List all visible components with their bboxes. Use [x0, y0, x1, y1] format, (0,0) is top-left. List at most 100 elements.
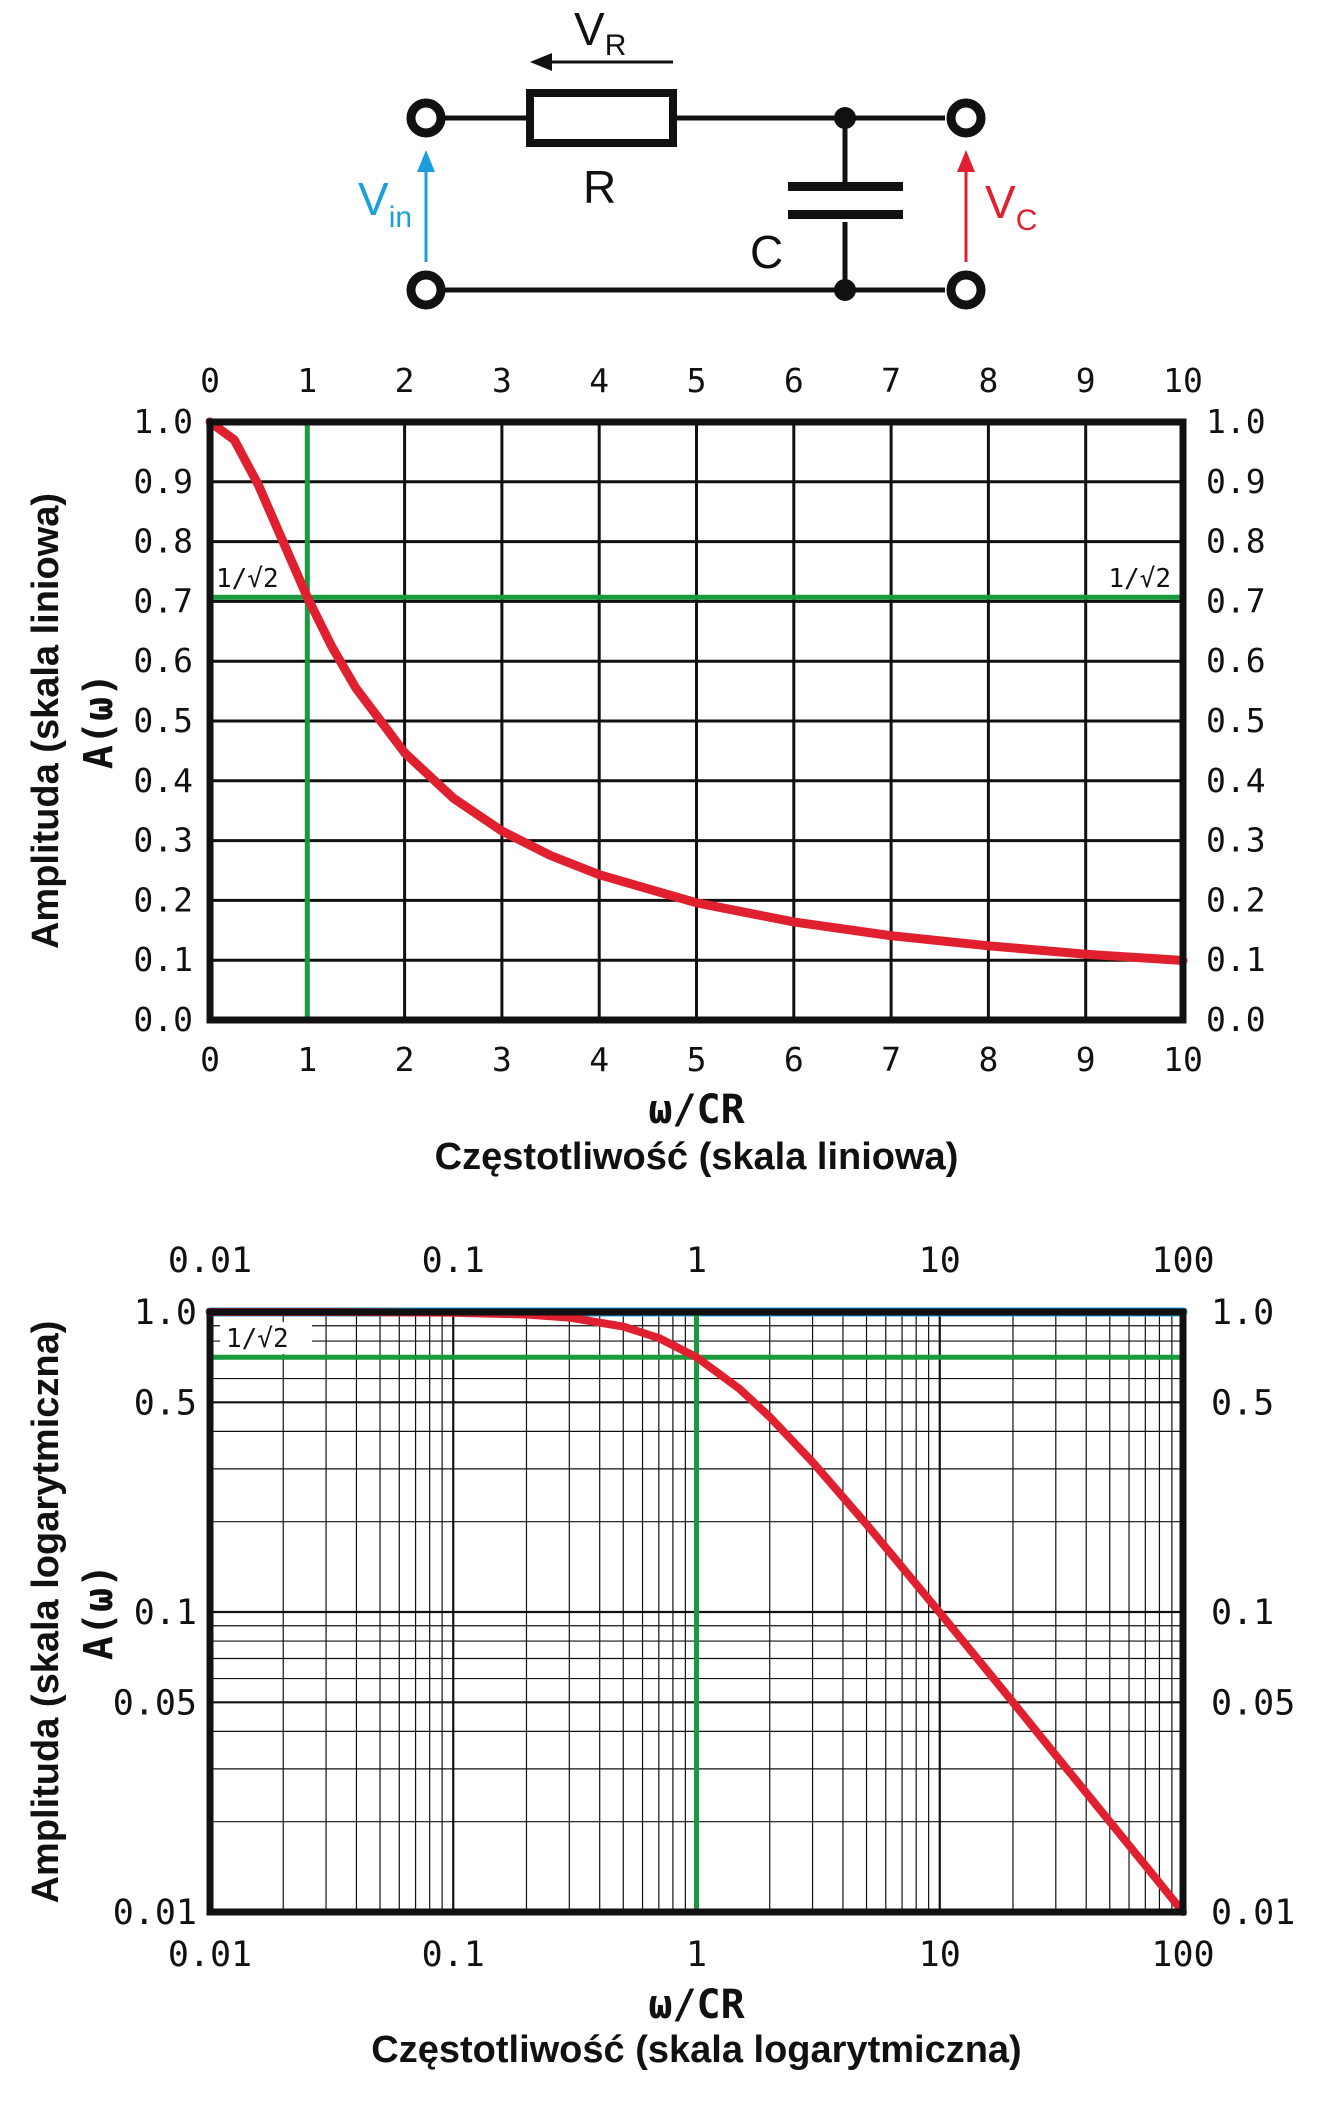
x-tick-label-bottom: 0.1 — [422, 1935, 485, 1975]
y-tick-label-right: 0.05 — [1211, 1683, 1295, 1723]
x-tick-label-top: 0.01 — [168, 1241, 252, 1281]
vin-label: Vin — [358, 173, 412, 234]
y-tick-label-right: 0.1 — [1206, 940, 1266, 979]
y-tick-label-right: 0.4 — [1206, 761, 1266, 800]
y-tick-label-left: 0.9 — [133, 462, 193, 501]
x-tick-label-top: 4 — [589, 361, 609, 400]
x-tick-label-top: 2 — [395, 361, 415, 400]
x-tick-label-top: 3 — [492, 361, 512, 400]
junction-dot-top — [834, 107, 856, 129]
vc-arrow-head — [957, 150, 975, 172]
linear-chart-curve-layer — [205, 417, 1188, 965]
y-tick-label-right: 1.0 — [1211, 1293, 1274, 1333]
y-tick-label-left: 0.1 — [134, 1593, 197, 1633]
x-tick-label-bottom: 1 — [686, 1935, 707, 1975]
y-tick-label-left: 0.01 — [113, 1893, 197, 1933]
terminal-in-top — [406, 98, 446, 138]
y-tick-label-left: 0.3 — [133, 821, 193, 860]
log-chart-frame — [206, 1308, 1187, 1916]
y-tick-label-right: 0.6 — [1206, 641, 1266, 680]
capacitor-plate-top — [788, 182, 903, 191]
x-tick-label-bottom: 6 — [784, 1040, 804, 1079]
linear-chart-y-axis-title: Amplituda (skala liniowa) — [25, 493, 67, 949]
terminal-out-bottom — [946, 270, 986, 310]
x-tick-label-bottom: 10 — [1163, 1040, 1203, 1079]
y-tick-label-left: 0.5 — [134, 1383, 197, 1423]
y-tick-label-right: 1.0 — [1206, 402, 1266, 441]
x-tick-label-top: 0.1 — [422, 1241, 485, 1281]
x-tick-label-bottom: 2 — [395, 1040, 415, 1079]
vr-label: VR — [574, 3, 626, 62]
x-tick-label-top: 8 — [978, 361, 998, 400]
x-tick-label-bottom: 9 — [1076, 1040, 1096, 1079]
x-tick-label-bottom: 0.01 — [168, 1935, 252, 1975]
x-tick-label-top: 1 — [297, 361, 317, 400]
y-tick-label-right: 0.7 — [1206, 581, 1266, 620]
x-tick-label-bottom: 100 — [1151, 1935, 1214, 1975]
x-tick-label-top: 100 — [1151, 1241, 1214, 1281]
x-tick-label-top: 10 — [1163, 361, 1203, 400]
x-tick-label-top: 7 — [881, 361, 901, 400]
vr-arrow-head — [530, 53, 552, 71]
linear-chart-annotation-right: 1/√2 — [1108, 564, 1171, 594]
y-tick-label-right: 0.1 — [1211, 1593, 1274, 1633]
y-tick-label-left: 0.8 — [133, 522, 193, 561]
x-tick-label-bottom: 0 — [200, 1040, 220, 1079]
terminal-out-top — [946, 98, 986, 138]
x-tick-label-top: 5 — [687, 361, 707, 400]
y-tick-label-left: 0.7 — [133, 581, 193, 620]
linear-chart-annotation-left: 1/√2 — [216, 564, 279, 594]
rc-circuit: VR R C Vin VC — [358, 3, 1037, 310]
y-tick-label-left: 0.6 — [133, 641, 193, 680]
y-tick-label-right: 0.8 — [1206, 522, 1266, 561]
log-chart-grid — [210, 1312, 1183, 1912]
amplitude-curve — [205, 417, 1188, 965]
y-tick-label-right: 0.01 — [1211, 1893, 1295, 1933]
x-tick-label-top: 9 — [1076, 361, 1096, 400]
linear-chart-frame — [206, 418, 1187, 1024]
linear-chart-x-axis-symbol: ω/CR — [648, 1087, 745, 1133]
vc-label: VC — [985, 176, 1037, 237]
vin-arrow-head — [417, 150, 435, 172]
y-tick-label-right: 0.5 — [1211, 1383, 1274, 1423]
r-label: R — [583, 161, 616, 213]
x-tick-label-top: 0 — [200, 361, 220, 400]
y-tick-label-left: 0.1 — [133, 940, 193, 979]
y-tick-label-right: 0.9 — [1206, 462, 1266, 501]
y-tick-label-right: 0.2 — [1206, 880, 1266, 919]
y-tick-label-left: 0.5 — [133, 701, 193, 740]
y-tick-label-left: 0.0 — [133, 1000, 193, 1039]
x-tick-label-bottom: 7 — [881, 1040, 901, 1079]
linear-chart-y-axis-symbol: A(ω) — [76, 673, 122, 769]
log-chart-annotation-background — [220, 1322, 312, 1354]
log-chart-annotation: 1/√2 — [226, 1324, 289, 1354]
y-tick-label-left: 0.4 — [133, 761, 193, 800]
junction-dot-bottom — [834, 279, 856, 301]
x-tick-label-bottom: 5 — [687, 1040, 707, 1079]
resistor-symbol — [526, 89, 677, 147]
log-chart-y-axis-title: Amplituda (skala logarytmiczna) — [25, 1321, 67, 1904]
y-tick-label-right: 0.0 — [1206, 1000, 1266, 1039]
y-tick-label-right: 0.5 — [1206, 701, 1266, 740]
x-tick-label-bottom: 1 — [297, 1040, 317, 1079]
capacitor-plate-bottom — [788, 210, 903, 219]
x-tick-label-bottom: 8 — [978, 1040, 998, 1079]
y-tick-label-left: 0.05 — [113, 1683, 197, 1723]
linear-chart-grid — [208, 420, 1185, 1022]
x-tick-label-bottom: 3 — [492, 1040, 512, 1079]
c-label: C — [750, 226, 783, 278]
y-tick-label-left: 1.0 — [133, 402, 193, 441]
x-tick-label-top: 10 — [919, 1241, 961, 1281]
log-chart-y-axis-symbol: A(ω) — [76, 1564, 122, 1660]
y-tick-label-right: 0.3 — [1206, 821, 1266, 860]
x-tick-label-top: 6 — [784, 361, 804, 400]
linear-chart-x-axis-title: Częstotliwość (skala liniowa) — [435, 1136, 959, 1178]
y-tick-label-left: 1.0 — [134, 1293, 197, 1333]
x-tick-label-top: 1 — [686, 1241, 707, 1281]
y-tick-label-left: 0.2 — [133, 880, 193, 919]
